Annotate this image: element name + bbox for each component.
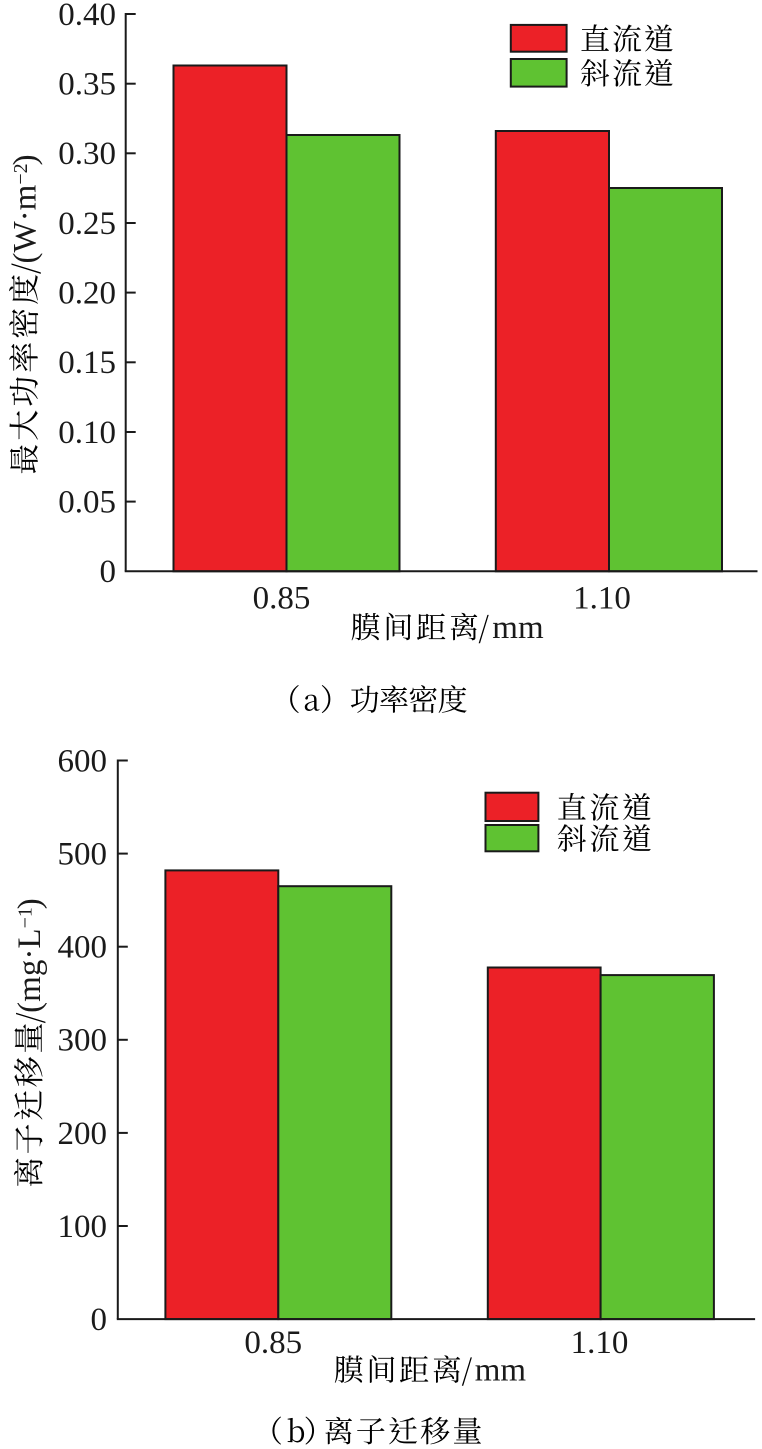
svg-text:(mg·L: (mg·L (12, 928, 48, 1012)
svg-text:0: 0 (100, 554, 117, 590)
svg-text:0.25: 0.25 (58, 206, 116, 242)
svg-text:0.05: 0.05 (58, 485, 116, 521)
svg-text:0.10: 0.10 (58, 415, 116, 451)
svg-text:0.40: 0.40 (58, 0, 116, 33)
svg-text:500: 500 (58, 837, 108, 873)
svg-text:0: 0 (91, 1302, 108, 1338)
svg-text:mm: mm (492, 610, 544, 646)
svg-text:−1: −1 (15, 907, 37, 928)
svg-text:1.10: 1.10 (571, 1325, 629, 1361)
svg-text:0.85: 0.85 (253, 580, 311, 616)
svg-text:0.35: 0.35 (58, 67, 116, 103)
svg-text:400: 400 (58, 930, 108, 966)
svg-text:0.85: 0.85 (244, 1325, 302, 1361)
svg-text:200: 200 (58, 1116, 108, 1152)
svg-text:): ) (12, 898, 48, 909)
svg-text:mm: mm (475, 1353, 527, 1389)
svg-text:(W·m: (W·m (7, 184, 43, 263)
svg-text:300: 300 (58, 1023, 108, 1059)
svg-text:1.10: 1.10 (573, 580, 631, 616)
svg-text:0.30: 0.30 (58, 136, 116, 172)
svg-text:−2: −2 (10, 163, 32, 184)
svg-text:600: 600 (58, 743, 108, 779)
svg-text:0.15: 0.15 (58, 345, 116, 381)
svg-text:0.20: 0.20 (58, 276, 116, 312)
svg-text:): ) (7, 154, 43, 165)
svg-text:100: 100 (58, 1209, 108, 1245)
